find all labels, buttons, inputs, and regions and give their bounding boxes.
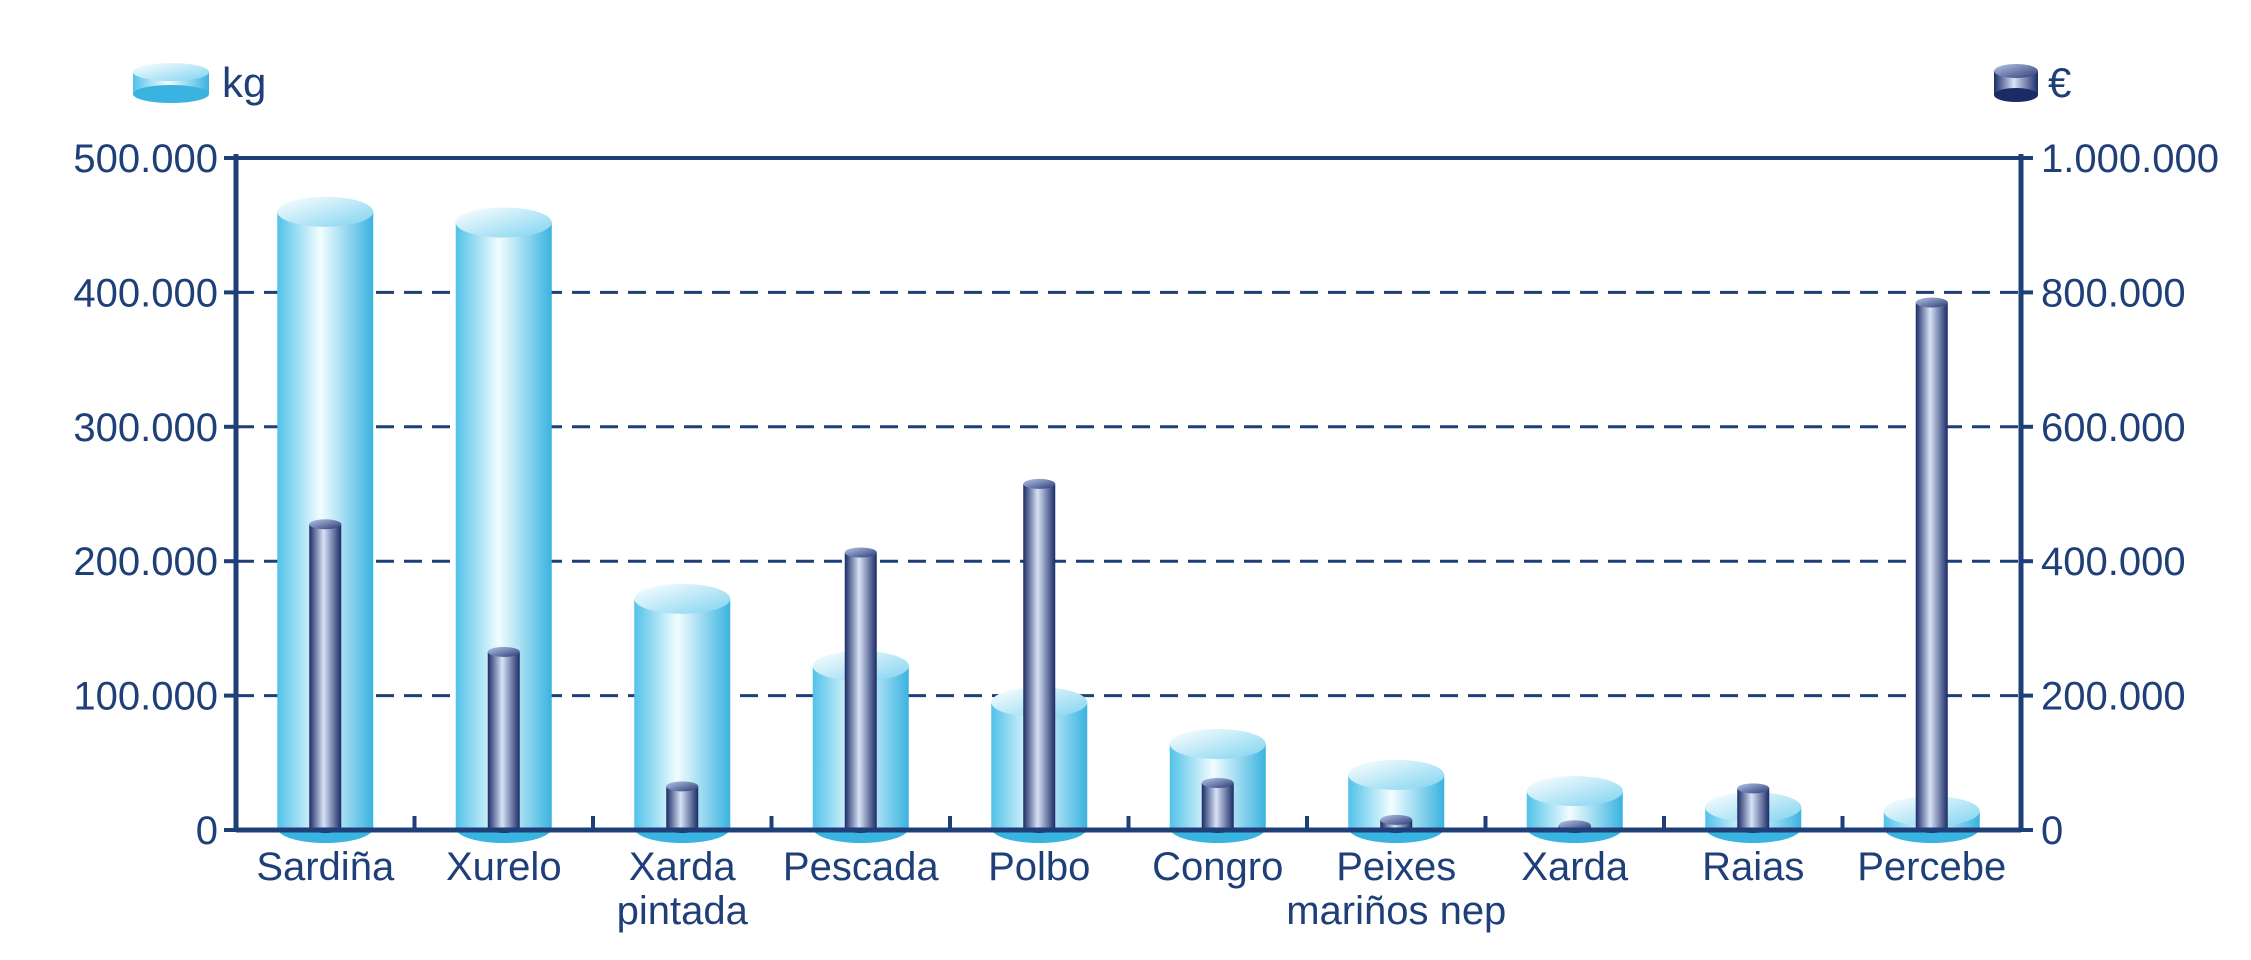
bar-eur: [309, 519, 342, 833]
left-tick-label: 100.000: [73, 675, 218, 719]
bar-eur: [666, 781, 699, 833]
category-label: Peixes mariños nep: [1286, 845, 1506, 933]
bar-eur: [1915, 297, 1948, 833]
category-labels: Sardiña Xurelo Xarda pintada Pescada Polbo Con…: [256, 845, 2006, 933]
right-tick-labels: 0 200.000 400.000 600.000 800.000 1.000.000: [2041, 137, 2219, 853]
left-tick-label: 0: [196, 809, 218, 853]
legend-kg: kg: [133, 59, 266, 106]
left-tick-label: 200.000: [73, 540, 218, 584]
left-tick-label: 500.000: [73, 137, 218, 181]
right-tick-label: 400.000: [2041, 540, 2186, 584]
bar-eur: [844, 547, 877, 833]
eur-bars: [309, 297, 1948, 833]
right-tick-label: 600.000: [2041, 406, 2186, 450]
category-label: Percebe: [1857, 845, 2006, 889]
category-label: Xurelo: [446, 845, 562, 889]
category-label: Sardiña: [256, 845, 395, 889]
bar-eur: [1737, 783, 1770, 833]
legend-eur: €: [1994, 59, 2071, 106]
category-label: Raias: [1702, 845, 1804, 889]
right-tick-label: 800.000: [2041, 271, 2186, 315]
category-label: Congro: [1152, 845, 1283, 889]
left-tick-label: 300.000: [73, 406, 218, 450]
left-tick-label: 400.000: [73, 271, 218, 315]
axes: [224, 154, 2033, 833]
category-label: Polbo: [988, 845, 1090, 889]
right-tick-label: 0: [2041, 809, 2063, 853]
bar-eur: [1201, 777, 1234, 833]
legend-kg-icon: [133, 63, 209, 103]
right-tick-label: 1.000.000: [2041, 137, 2219, 181]
legend-kg-label: kg: [222, 59, 266, 106]
kg-bars: [277, 196, 1980, 843]
right-tick-label: 200.000: [2041, 675, 2186, 719]
legend-eur-icon: [1994, 64, 2038, 102]
category-label: Pescada: [783, 845, 939, 889]
category-label: Xarda pintada: [617, 845, 749, 933]
legend-eur-label: €: [2048, 59, 2071, 106]
bar-kg: [1169, 728, 1266, 843]
left-tick-labels: 0 100.000 200.000 300.000 400.000 500.000: [73, 137, 218, 853]
category-label: Xarda: [1521, 845, 1628, 889]
bar-eur: [487, 646, 520, 833]
bar-eur: [1023, 478, 1056, 833]
